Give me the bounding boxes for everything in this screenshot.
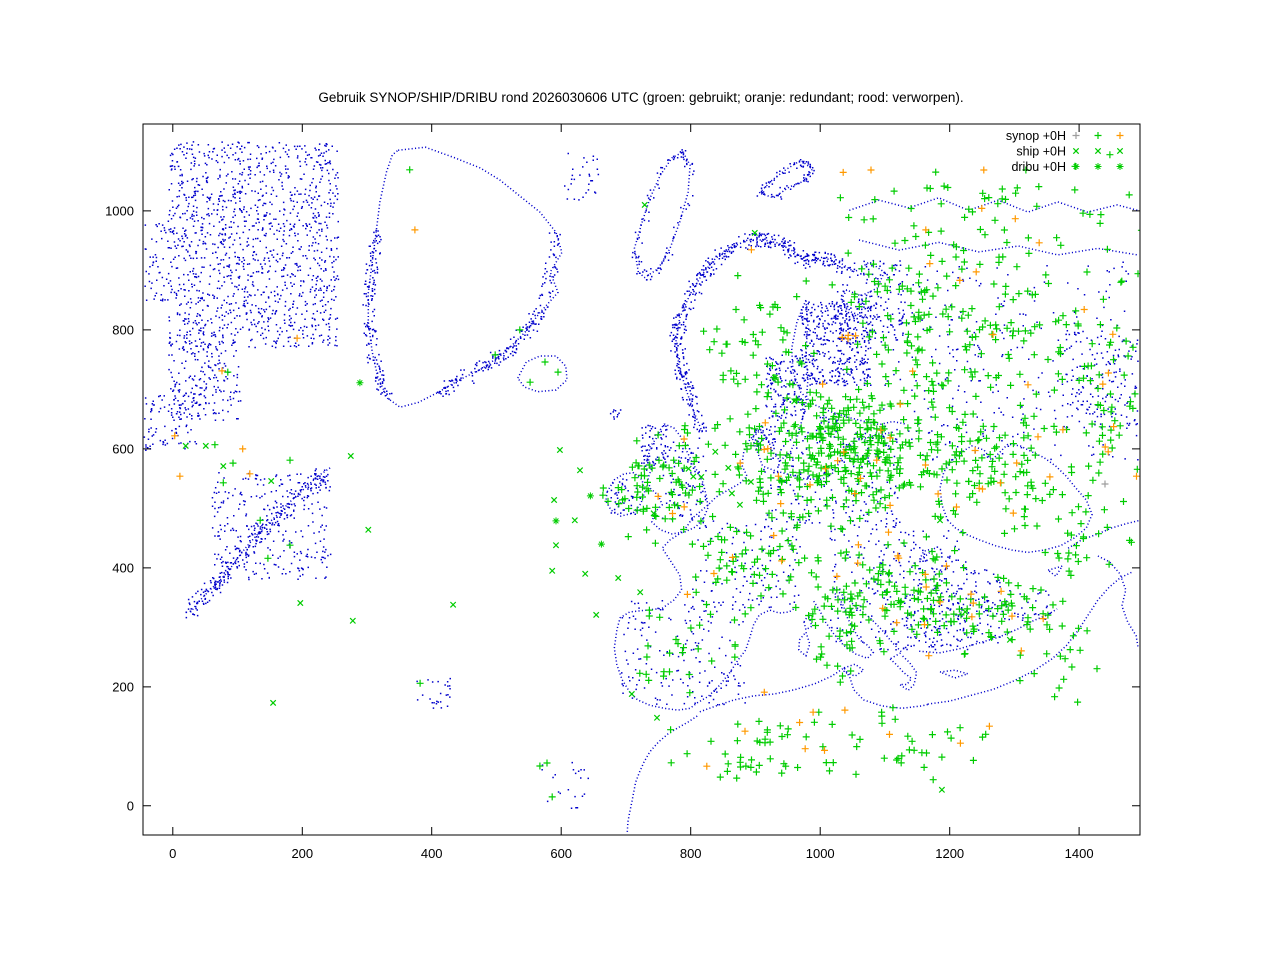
coastline-italy (813, 589, 875, 660)
coastline-north-africa-med (699, 666, 930, 713)
coast-noise-canary-madeira (541, 761, 589, 810)
coast-noise-karelia (835, 259, 906, 341)
chart-title: Gebruik SYNOP/SHIP/DRIBU rond 2026030606… (318, 90, 963, 105)
coast-noise-faroe (609, 409, 622, 420)
coast-noise-uk-inland (661, 441, 707, 521)
coast-noise-volga-rivers (1061, 330, 1139, 428)
coastline-crete (939, 669, 971, 679)
coastline-sardinia (798, 630, 811, 658)
coast-noise-aegean-islands (905, 559, 1001, 651)
coastline-levant-africa-coast (927, 571, 1133, 705)
coast-noise-finland-lakes (800, 299, 872, 387)
legend-sample-synop-0 (1072, 132, 1080, 139)
axis-tick-labels: 0 200 400 600 800 1000 1200 1400 0 200 400 600 800 10… (105, 203, 1093, 861)
legend-sample-ship-0 (1072, 147, 1080, 155)
coast-band-labrador-band (185, 468, 329, 619)
coastline-caucasus-coast (1067, 519, 1140, 549)
x-tick-label: 400 (421, 846, 443, 861)
legend-sample-synop-2 (1116, 132, 1124, 139)
coastline-greece (889, 654, 918, 692)
coast-band-svalbard-band (631, 149, 695, 281)
coast-noise-left-edge-upper (144, 220, 176, 302)
series-synop-used-markers (211, 151, 1140, 801)
coast-noise-left-edge-mid (143, 390, 202, 451)
legend-label-synop: synop +0H (1006, 129, 1066, 143)
x-tick-label: 1000 (806, 846, 835, 861)
coastline-arctic-coast-north (849, 196, 1138, 213)
x-tick-label: 800 (680, 846, 702, 861)
legend-sample-dribu-1 (1094, 163, 1102, 170)
coast-noise-france-inland (690, 520, 801, 611)
coast-noise-azores (416, 677, 451, 709)
y-tick-label: 600 (112, 441, 134, 456)
coastline-west-europe-iberia (613, 429, 799, 711)
y-tick-label: 1000 (105, 203, 134, 218)
x-tick-label: 200 (291, 846, 313, 861)
series-dribu-used-markers (356, 379, 605, 548)
coast-band-greenland-west-fjords (362, 229, 393, 400)
legend: synop +0H ship +0H dribu +0H (1006, 129, 1124, 174)
legend-sample-ship-2 (1116, 147, 1124, 155)
coastline-caspian-partial (1097, 555, 1139, 648)
series-ship-used-markers (182, 201, 1014, 793)
legend-sample-dribu-0 (1072, 163, 1080, 170)
coast-noise-greenland-ne-islands (564, 152, 600, 201)
coastline-adriatic-balkan-coast (833, 587, 904, 660)
series-synop-rejected-markers (1101, 480, 1109, 488)
tick-marks (143, 124, 1140, 835)
legend-sample-synop-1 (1094, 132, 1102, 139)
legend-label-dribu: dribu +0H (1011, 160, 1066, 174)
coastline-arctic-coast-south (858, 239, 1138, 256)
map-layer (143, 141, 1140, 833)
coastline-corsica (803, 613, 813, 631)
coast-noise-canadian-arctic (168, 141, 340, 349)
x-tick-label: 600 (550, 846, 572, 861)
legend-sample-ship-1 (1094, 147, 1102, 155)
coastline-morocco-atlantic (626, 715, 698, 833)
y-tick-label: 400 (112, 560, 134, 575)
legend-sample-markers (1072, 132, 1124, 170)
plot-frame (142, 123, 1141, 836)
coast-noise-iberia-inland (621, 599, 746, 706)
coastline-sicily (843, 663, 865, 677)
axes-layer: 0 200 400 600 800 1000 1200 1400 0 200 400 600 800 10… (105, 123, 1141, 861)
legend-label-ship: ship +0H (1016, 145, 1066, 159)
coastline-great-britain (647, 423, 709, 535)
coastline-greenland (367, 146, 563, 409)
x-tick-label: 0 (169, 846, 176, 861)
station-marker-layer (171, 151, 1140, 801)
y-tick-label: 0 (127, 798, 134, 813)
coastline-baltic-south (751, 300, 893, 480)
coastline-svalbard (633, 150, 691, 279)
coast-band-norway-fjords (669, 232, 844, 440)
y-tick-label: 800 (112, 322, 134, 337)
coastline-cyprus (1047, 564, 1065, 578)
coast-band-novaya-band (756, 159, 815, 200)
y-tick-label: 200 (112, 679, 134, 694)
x-tick-label: 1400 (1065, 846, 1094, 861)
coast-band-greenland-east-fjords (436, 231, 561, 397)
legend-sample-dribu-2 (1116, 163, 1124, 170)
series-synop-redundant-markers (171, 166, 1140, 770)
axis-ticks (143, 124, 1140, 835)
coastline-ireland (605, 471, 646, 517)
coastline-labrador (189, 467, 331, 613)
x-tick-label: 1200 (935, 846, 964, 861)
coastline-norway-coast (675, 239, 838, 433)
coastline-iceland (517, 355, 568, 393)
coastline-black-sea (939, 443, 1093, 554)
coast-noise-scotland-west (640, 424, 669, 471)
coast-noise-canada-mid (168, 339, 242, 421)
coast-noise-labrador-bays (211, 471, 332, 581)
coast-noise-anatolia-inland (940, 589, 1052, 621)
